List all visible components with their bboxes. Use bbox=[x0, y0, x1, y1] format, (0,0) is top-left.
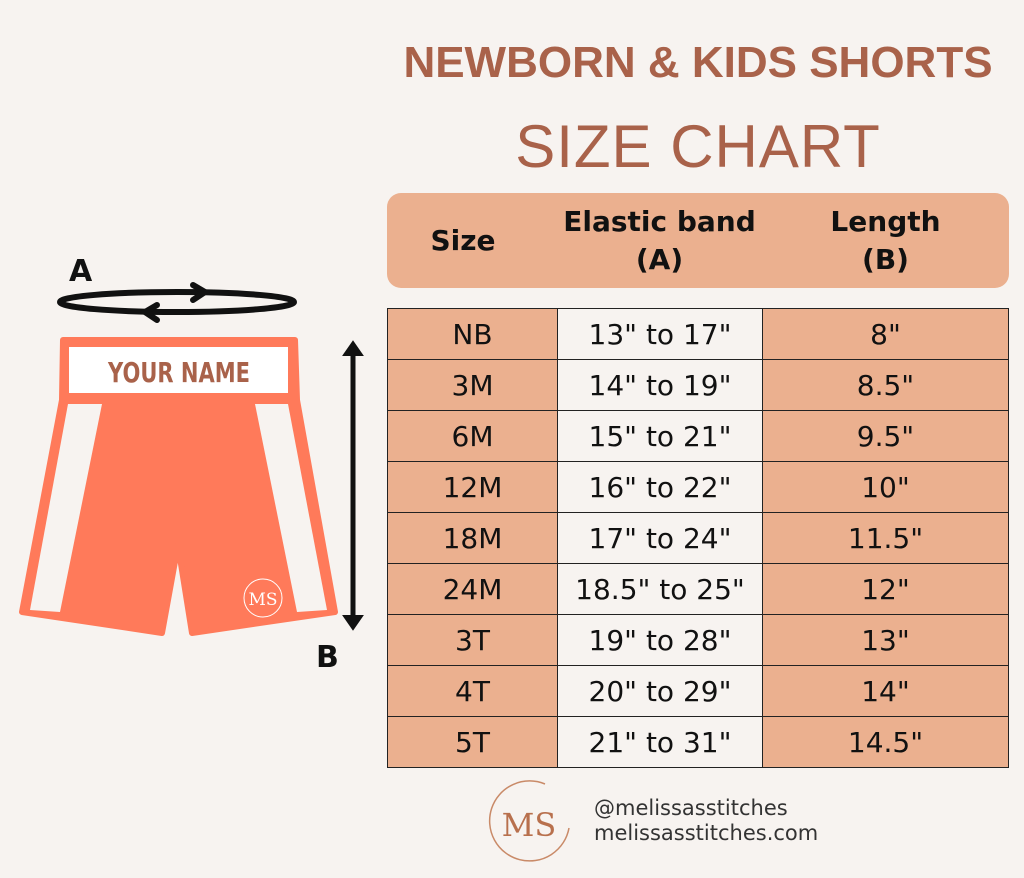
label-a: A bbox=[69, 254, 93, 289]
table-header: Size Elastic band (A) Length (B) bbox=[387, 193, 1009, 288]
elastic-band-cell: 13" to 17" bbox=[557, 308, 763, 360]
elastic-band-cell: 18.5" to 25" bbox=[557, 563, 763, 615]
elastic-band-cell: 21" to 31" bbox=[557, 716, 763, 768]
header-length-line1: Length bbox=[830, 204, 941, 238]
elastic-band-cell: 17" to 24" bbox=[557, 512, 763, 564]
shorts-logo-icon bbox=[243, 578, 283, 618]
table-row: 6M 15" to 21" 9.5" bbox=[387, 410, 1009, 462]
elastic-band-cell: 15" to 21" bbox=[557, 410, 763, 462]
elastic-band-cell: 16" to 22" bbox=[557, 461, 763, 513]
header-length: Length (B) bbox=[762, 193, 1009, 288]
shorts-body bbox=[19, 337, 338, 636]
header-size-text: Size bbox=[430, 223, 496, 257]
header-elastic-line1: Elastic band bbox=[563, 204, 756, 238]
footer-contact: @melissasstitches melissasstitches.com bbox=[594, 796, 818, 846]
header-size: Size bbox=[387, 193, 539, 288]
length-cell: 14.5" bbox=[762, 716, 1009, 768]
size-cell: 4T bbox=[387, 665, 558, 717]
size-cell: 6M bbox=[387, 410, 558, 462]
left-stripe bbox=[30, 404, 102, 612]
title-line-1: NEWBORN & KIDS SHORTS bbox=[403, 38, 993, 87]
length-cell: 9.5" bbox=[762, 410, 1009, 462]
table-row: 3M 14" to 19" 8.5" bbox=[387, 359, 1009, 411]
title-line-2: SIZE CHART bbox=[515, 113, 881, 180]
length-cell: 8.5" bbox=[762, 359, 1009, 411]
elastic-band-cell: 14" to 19" bbox=[557, 359, 763, 411]
shorts-logo-text: MS bbox=[248, 590, 277, 610]
label-b: B bbox=[316, 640, 339, 675]
brand-logo-text: MS bbox=[502, 806, 557, 844]
size-cell: 24M bbox=[387, 563, 558, 615]
name-label-bg bbox=[69, 347, 288, 393]
length-cell: 13" bbox=[762, 614, 1009, 666]
table-row: 18M 17" to 24" 11.5" bbox=[387, 512, 1009, 564]
length-cell: 12" bbox=[762, 563, 1009, 615]
length-cell: 11.5" bbox=[762, 512, 1009, 564]
elastic-band-cell: 20" to 29" bbox=[557, 665, 763, 717]
name-label: YOUR NAME bbox=[107, 356, 250, 389]
size-cell: 18M bbox=[387, 512, 558, 564]
table-row: 12M 16" to 22" 10" bbox=[387, 461, 1009, 513]
table-row: 3T 19" to 28" 13" bbox=[387, 614, 1009, 666]
header-elastic-band: Elastic band (A) bbox=[557, 193, 762, 288]
size-table: NB 13" to 17" 8" 3M 14" to 19" 8.5" 6M 15" to 2… bbox=[387, 308, 1009, 768]
table-row: 24M 18.5" to 25" 12" bbox=[387, 563, 1009, 615]
header-length-line2: (B) bbox=[862, 242, 909, 276]
size-cell: 5T bbox=[387, 716, 558, 768]
size-cell: NB bbox=[387, 308, 558, 360]
length-cell: 14" bbox=[762, 665, 1009, 717]
right-stripe bbox=[255, 404, 327, 612]
length-cell: 10" bbox=[762, 461, 1009, 513]
shorts-diagram: YOUR NAME MS bbox=[19, 282, 364, 636]
length-arrow-icon bbox=[342, 340, 364, 631]
website-link[interactable]: melissasstitches.com bbox=[594, 821, 819, 845]
header-elastic-line2: (A) bbox=[635, 242, 684, 276]
social-handle[interactable]: @melissasstitches bbox=[594, 796, 788, 820]
size-cell: 3M bbox=[387, 359, 558, 411]
table-row: 4T 20" to 29" 14" bbox=[387, 665, 1009, 717]
elastic-band-cell: 19" to 28" bbox=[557, 614, 763, 666]
size-cell: 12M bbox=[387, 461, 558, 513]
brand-logo-icon: MS bbox=[488, 780, 570, 862]
length-cell: 8" bbox=[762, 308, 1009, 360]
table-row: NB 13" to 17" 8" bbox=[387, 308, 1009, 360]
waist-measure-icon bbox=[57, 282, 297, 323]
table-row: 5T 21" to 31" 14.5" bbox=[387, 716, 1009, 768]
size-cell: 3T bbox=[387, 614, 558, 666]
